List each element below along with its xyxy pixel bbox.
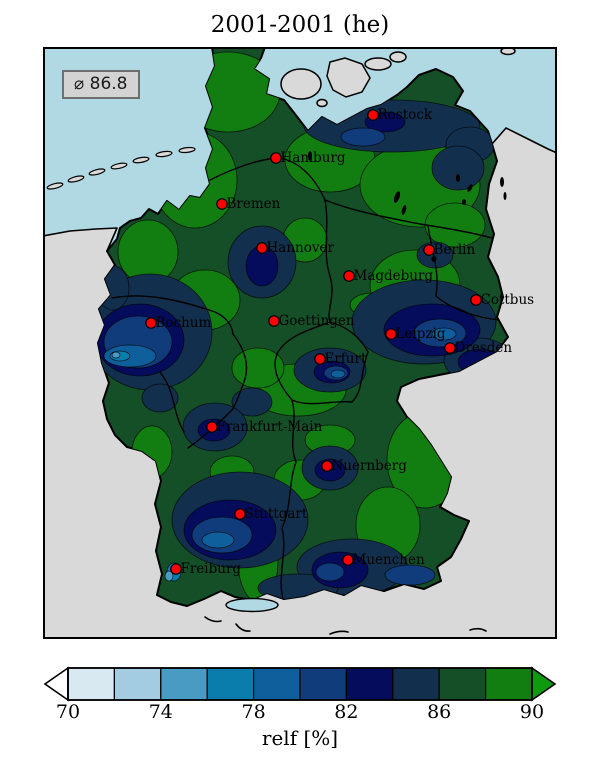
city-dot bbox=[385, 328, 397, 340]
city-label: Frankfurt-Main bbox=[217, 419, 323, 435]
city-dot bbox=[470, 294, 482, 306]
city-dot bbox=[145, 317, 157, 329]
city-dot bbox=[342, 554, 354, 566]
city-dot bbox=[444, 342, 456, 354]
city-label: Magdeburg bbox=[354, 268, 434, 284]
city-label: Dresden bbox=[455, 340, 513, 356]
city-dot bbox=[256, 242, 268, 254]
city-label: Hamburg bbox=[281, 150, 346, 166]
city-dot bbox=[268, 315, 280, 327]
lake-marks bbox=[308, 151, 507, 262]
colorbar-segment bbox=[253, 667, 301, 701]
city-label: Bremen bbox=[227, 196, 281, 212]
state-borders bbox=[111, 157, 501, 603]
city-label: Hannover bbox=[267, 240, 335, 256]
city-label: Erfurt bbox=[325, 351, 367, 367]
colorbar-ticks: 70 74 78 82 86 90 bbox=[0, 701, 600, 725]
city-label: Berlin bbox=[434, 242, 476, 258]
city-dot bbox=[367, 109, 379, 121]
city-label: Muenchen bbox=[353, 552, 425, 568]
city-dot bbox=[321, 460, 333, 472]
colorbar-segment bbox=[392, 667, 440, 701]
city-dot bbox=[234, 508, 246, 520]
colorbar-tick: 74 bbox=[148, 701, 173, 723]
city-label: Stuttgart bbox=[245, 506, 308, 522]
colorbar-label: relf [%] bbox=[261, 726, 339, 750]
colorbar-tick: 82 bbox=[334, 701, 359, 723]
colorbar bbox=[43, 666, 557, 702]
city-label: Leipzig bbox=[396, 326, 446, 342]
colorbar-under-arrow bbox=[43, 666, 69, 702]
islands bbox=[280, 46, 516, 108]
map-frame bbox=[43, 47, 557, 639]
city-dot bbox=[423, 244, 435, 256]
city-label: Freiburg bbox=[181, 561, 242, 577]
city-dot bbox=[216, 198, 228, 210]
colorbar-tick: 70 bbox=[55, 701, 81, 723]
city-dot bbox=[270, 152, 282, 164]
plot-title: 2001-2001 (he) bbox=[210, 12, 390, 38]
city-dot bbox=[206, 421, 218, 433]
city-label: Cottbus bbox=[481, 292, 535, 308]
city-dot bbox=[343, 270, 355, 282]
city-label: Bochum bbox=[156, 315, 212, 331]
colorbar-segment bbox=[485, 667, 533, 701]
colorbar-tick: 86 bbox=[427, 701, 452, 723]
colorbar-segment bbox=[206, 667, 255, 701]
colorbar-over-arrow bbox=[531, 666, 557, 702]
colorbar-tick: 78 bbox=[241, 701, 266, 723]
colorbar-segment bbox=[299, 667, 348, 701]
colorbar-tick: 90 bbox=[519, 701, 545, 723]
colorbar-frame bbox=[67, 667, 533, 701]
city-label: Rostock bbox=[378, 107, 433, 123]
colorbar-segment bbox=[113, 667, 162, 701]
city-label: Nuernberg bbox=[332, 458, 408, 474]
lake-constance bbox=[225, 597, 279, 613]
mean-value-label: ⌀ 86.8 bbox=[74, 74, 128, 94]
colorbar-segment bbox=[345, 667, 394, 701]
city-markers: Rostock Hamburg Bremen Hannover BerlinMagdeb… bbox=[145, 107, 535, 577]
city-dot bbox=[314, 353, 326, 365]
colorbar-segment bbox=[160, 667, 208, 701]
colorbar-segment bbox=[438, 667, 487, 701]
colorbar-segment bbox=[67, 667, 116, 701]
city-label: Goettingen bbox=[279, 313, 355, 329]
map-area: Rostock Hamburg Bremen Hannover Berlin Magdeb… bbox=[42, 46, 558, 640]
mean-value-box: ⌀ 86.8 bbox=[62, 70, 140, 99]
city-dot bbox=[170, 563, 182, 575]
frisian-islands bbox=[46, 146, 196, 190]
alpine-lakes bbox=[204, 616, 487, 635]
germany-contour-map: Rostock Hamburg Bremen Hannover BerlinMagdeb… bbox=[42, 46, 558, 640]
